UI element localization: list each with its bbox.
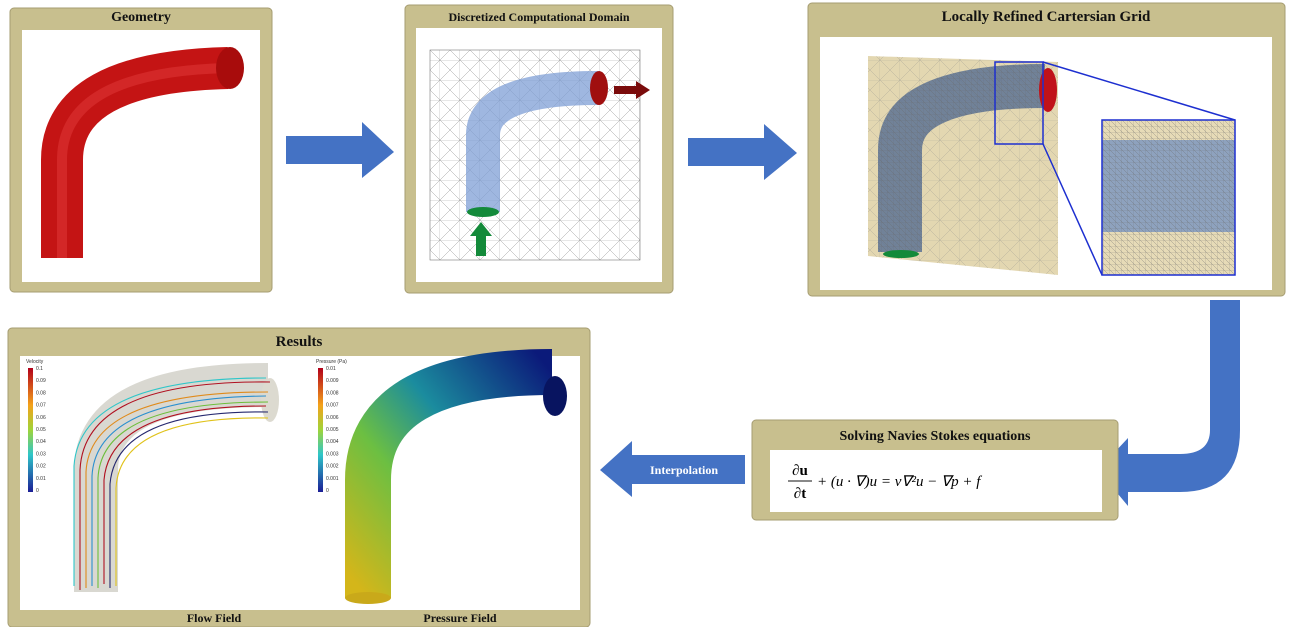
arrow (1098, 300, 1240, 506)
colorbar-tick: 0.02 (36, 464, 46, 470)
colorbar-tick: 0.001 (326, 476, 339, 482)
colorbar-tick: 0.002 (326, 464, 339, 470)
caption: Pressure Field (423, 611, 497, 625)
colorbar-tick: 0.008 (326, 390, 339, 396)
equation-denominator: ∂t (794, 486, 806, 502)
colorbar-tick: 0.05 (36, 427, 46, 433)
panel-title: Results (276, 334, 323, 350)
colorbar-tick: 0.1 (36, 366, 43, 372)
colorbar-tick: 0.06 (36, 415, 46, 421)
colorbar-tick: 0.007 (326, 403, 339, 409)
interpolation-arrow: Interpolation (600, 441, 745, 497)
colorbar-tick: 0.006 (326, 415, 339, 421)
colorbar-tick: 0.009 (326, 378, 339, 384)
grid-panel: Locally Refined Cartersian Grid (808, 3, 1285, 296)
colorbar-tick: 0.004 (326, 439, 339, 445)
caption: Flow Field (187, 611, 242, 625)
colorbar-tick: 0.01 (326, 366, 336, 372)
domain-panel: Discretized Computational Domain (405, 5, 673, 293)
arrow-label: Interpolation (650, 463, 718, 477)
geometry-panel: Geometry (10, 8, 272, 292)
colorbar-tick: 0.07 (36, 403, 46, 409)
colorbar-tick: 0.09 (36, 378, 46, 384)
equation-numerator: ∂u (792, 463, 808, 479)
arrow (688, 124, 797, 180)
colorbar-tick: 0.08 (36, 390, 46, 396)
equation: + (u · ∇)u = ν∇²u − ∇p + f (817, 474, 982, 490)
arrow (286, 122, 394, 178)
colorbar-title: Velocity (26, 359, 44, 365)
panel-title: Discretized Computational Domain (448, 10, 629, 24)
colorbar-tick: 0 (36, 488, 39, 494)
panel-title: Locally Refined Cartersian Grid (942, 9, 1151, 25)
results-panel: Results Flow Field Pressure Field Veloci… (8, 328, 590, 627)
colorbar-tick: 0.003 (326, 451, 339, 457)
colorbar-tick: 0.01 (36, 476, 46, 482)
diagram: Geometry Discretized Computational Domai… (0, 0, 1289, 627)
colorbar-tick: 0 (326, 488, 329, 494)
panel-title: Geometry (111, 10, 171, 25)
colorbar-title: Pressure (Pa) (316, 359, 347, 365)
colorbar-tick: 0.03 (36, 451, 46, 457)
colorbar-tick: 0.005 (326, 427, 339, 433)
solver-panel: Solving Navies Stokes equations ∂u ∂t + … (752, 420, 1118, 520)
panel-title: Solving Navies Stokes equations (840, 429, 1032, 444)
colorbar-tick: 0.04 (36, 439, 46, 445)
